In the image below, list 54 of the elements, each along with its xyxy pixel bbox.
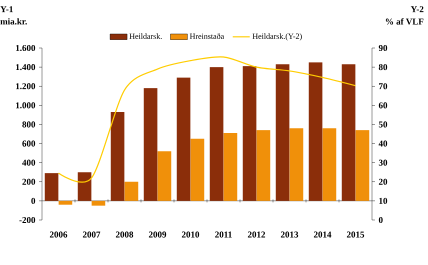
x-tick-label: 2008 xyxy=(116,232,134,238)
x-tick-label: 2006 xyxy=(50,232,68,238)
bar xyxy=(290,128,304,201)
y-tick-label: 800 xyxy=(22,121,36,128)
y-tick-label: 1.200 xyxy=(16,83,36,90)
x-tick-label: 2011 xyxy=(215,232,232,238)
bar xyxy=(110,112,124,201)
bar xyxy=(276,64,290,201)
text: Y-1 xyxy=(0,6,13,12)
y-tick-label: 200 xyxy=(22,178,36,185)
x-tick-label: 2007 xyxy=(82,232,100,238)
x-tick-label: 2013 xyxy=(280,232,298,238)
text: Y-2 xyxy=(410,6,424,12)
bar xyxy=(322,128,336,201)
y2-tick-label: 70 xyxy=(379,83,388,90)
y2-tick-label: 30 xyxy=(378,160,388,166)
y-tick-label: -200 xyxy=(19,216,36,224)
y-tick-label: 0 xyxy=(31,198,36,204)
bar xyxy=(92,200,106,206)
y2-tick-label: 90 xyxy=(378,44,388,52)
x-tick-label: 2012 xyxy=(248,232,266,238)
bar xyxy=(242,66,256,201)
y2-tick-label: 0 xyxy=(378,216,383,224)
bar xyxy=(58,200,72,205)
y-tick-label: 1.600 xyxy=(16,44,36,52)
y-axis-title: mia.kr. xyxy=(0,18,27,25)
y-tick-label: 1.400 xyxy=(16,64,36,70)
y2-tick-label: 50 xyxy=(378,121,388,128)
x-tick-label: 2015 xyxy=(346,232,364,238)
y2-axis-title: % af VLF xyxy=(386,18,424,25)
x-tick-label: 2010 xyxy=(182,232,200,238)
y-tick-label: 1.000 xyxy=(16,102,36,108)
y2-tick-label: 80 xyxy=(378,64,388,70)
y-tick-label: 600 xyxy=(22,140,36,147)
y2-tick-label: 20 xyxy=(378,178,388,185)
y-tick-label: 400 xyxy=(22,160,36,166)
y2-tick-label: 10 xyxy=(379,198,388,204)
bar xyxy=(176,78,190,201)
x-tick-label: 2009 xyxy=(148,232,166,238)
bar xyxy=(224,133,238,201)
bar xyxy=(210,67,224,201)
bar xyxy=(144,88,158,201)
bar xyxy=(124,182,138,201)
bar xyxy=(44,173,58,201)
y2-tick-label: 40 xyxy=(378,140,388,147)
x-tick-label: 2014 xyxy=(314,232,332,238)
bar xyxy=(158,151,172,201)
bar xyxy=(342,64,356,201)
bar xyxy=(356,130,370,201)
bar xyxy=(78,172,92,201)
bar xyxy=(256,130,270,201)
bar xyxy=(190,138,204,201)
y2-tick-label: 60 xyxy=(378,102,388,108)
bar xyxy=(308,62,322,201)
